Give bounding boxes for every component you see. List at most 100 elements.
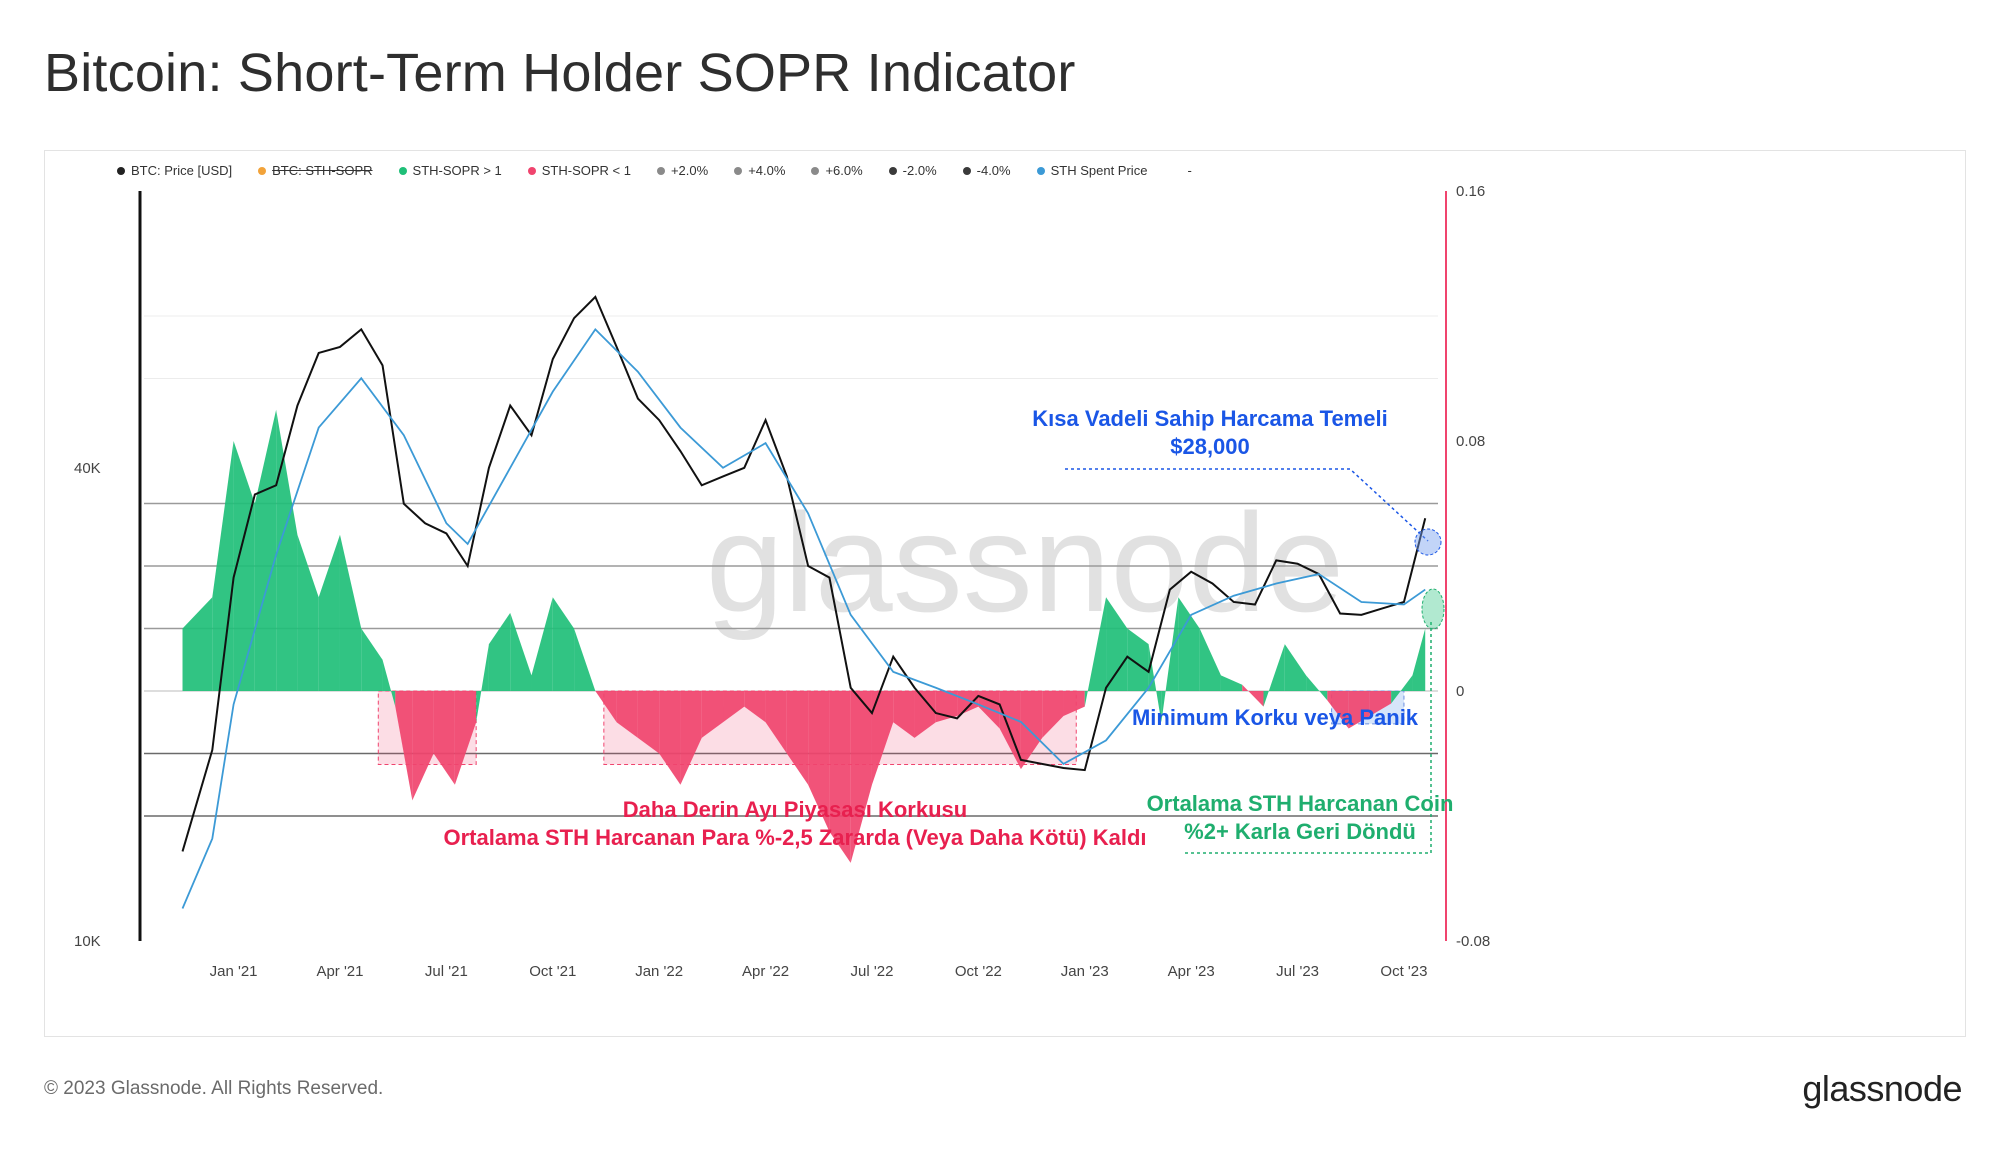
legend-item[interactable]: +2.0% — [656, 163, 709, 178]
sopr-positive-area — [1412, 628, 1426, 691]
sopr-positive-area — [233, 441, 255, 691]
sopr-positive-area — [182, 597, 213, 691]
cost-basis-marker — [1414, 528, 1442, 556]
legend-dot-icon — [258, 166, 267, 175]
sopr-positive-area — [1161, 597, 1179, 723]
y-right-tick-label: 0.08 — [1456, 433, 1485, 450]
legend-dot-icon — [1173, 166, 1182, 175]
legend-item[interactable]: BTC: Price [USD] — [117, 163, 232, 178]
sopr-positive-area — [552, 597, 575, 691]
legend-label: -2.0% — [902, 163, 937, 178]
y-right-tick-label: 0 — [1456, 683, 1464, 700]
legend-item[interactable]: +6.0% — [811, 163, 863, 178]
sopr-positive-area — [476, 644, 489, 723]
legend-dot-icon — [398, 166, 407, 175]
x-tick-label: Jan '21 — [210, 963, 258, 980]
legend-dot-icon — [734, 166, 743, 175]
sopr-negative-area — [829, 691, 851, 863]
sopr-negative-area — [893, 691, 915, 738]
sopr-negative-area — [395, 691, 413, 801]
x-tick-label: Jul '21 — [425, 963, 468, 980]
sopr-negative-area — [1020, 691, 1043, 770]
sopr-positive-area — [276, 409, 298, 691]
legend-item[interactable]: BTC: STH-SOPR — [258, 163, 373, 178]
chart-canvas: glassnode 40K 10K 0.16 0.08 0 -0.08 Jan '21 Apr… — [74, 183, 1490, 980]
legend-item[interactable]: STH-SOPR < 1 — [527, 163, 631, 178]
sopr-positive-area — [574, 628, 596, 691]
legend-item[interactable]: - — [1173, 163, 1192, 178]
sopr-positive-area — [1084, 597, 1107, 707]
x-tick-label: Apr '21 — [316, 963, 363, 980]
sopr-positive-area — [1263, 644, 1285, 707]
sopr-positive-area — [1178, 597, 1200, 691]
legend-label: BTC: STH-SOPR — [272, 163, 373, 178]
y-left-tick-label: 40K — [74, 460, 101, 477]
legend-dot-icon — [962, 166, 971, 175]
x-tick-label: Jan '23 — [1061, 963, 1109, 980]
legend-label: STH Spent Price — [1050, 163, 1148, 178]
price-line — [181, 295, 1427, 852]
sopr-positive-area — [1391, 675, 1413, 704]
legend-item[interactable]: STH Spent Price — [1036, 163, 1148, 178]
sopr-negative-area — [433, 691, 455, 785]
x-tick-label: Jan '22 — [635, 963, 683, 980]
sopr-positive-area — [254, 409, 277, 691]
annotation-bear-fear-detail: Ortalama STH Harcanan Para %-2,5 Zararda… — [443, 825, 1146, 850]
legend-dot-icon — [1036, 166, 1045, 175]
legend-dot-icon — [527, 166, 536, 175]
sopr-negative-area — [808, 691, 830, 832]
brand-logo: glassnode — [1802, 1068, 1962, 1109]
x-tick-label: Oct '21 — [529, 963, 576, 980]
x-tick-label: Oct '23 — [1380, 963, 1427, 980]
sopr-negative-area — [1042, 691, 1064, 738]
annotation-bear-fear: Daha Derin Ayı Piyasası Korkusu — [623, 797, 967, 822]
x-tick-label: Jul '23 — [1276, 963, 1319, 980]
sopr-negative-area — [786, 691, 809, 785]
sopr-positive-area — [1199, 628, 1221, 691]
legend-label: +6.0% — [825, 163, 863, 178]
profit-marker — [1421, 588, 1445, 630]
profit-pointer — [1185, 621, 1432, 854]
x-tick-label: Apr '22 — [742, 963, 789, 980]
y-right-tick-label: -0.08 — [1456, 933, 1490, 950]
sopr-negative-area — [1063, 691, 1085, 716]
sopr-negative-area — [1242, 684, 1264, 707]
sopr-negative-area — [850, 691, 872, 863]
sopr-positive-area — [361, 628, 383, 691]
legend-item[interactable]: +4.0% — [734, 163, 785, 178]
sopr-positive-area — [1284, 644, 1307, 691]
sopr-positive-area — [531, 597, 553, 691]
annotation-cost-value: $28,000 — [1170, 434, 1250, 459]
legend-dot-icon — [888, 166, 897, 175]
chart-legend: BTC: Price [USD] BTC: STH-SOPR STH-SOPR > … — [117, 163, 1192, 178]
y-right-tick-label: 0.16 — [1456, 183, 1485, 200]
sopr-positive-area — [318, 534, 340, 691]
sopr-positive-area — [488, 612, 511, 691]
sopr-positive-area — [382, 659, 396, 707]
sopr-negative-area — [1327, 691, 1349, 729]
x-tick-label: Oct '22 — [955, 963, 1002, 980]
legend-label: +4.0% — [748, 163, 786, 178]
sopr-positive-area — [510, 612, 532, 691]
legend-dot-icon — [117, 166, 125, 175]
sopr-negative-area — [914, 691, 936, 738]
sopr-negative-area — [1348, 691, 1370, 729]
sth-spent-price-line — [181, 328, 1426, 909]
sopr-negative-area — [616, 691, 638, 738]
legend-item[interactable]: -2.0% — [888, 163, 937, 178]
x-tick-label: Jul '22 — [851, 963, 894, 980]
sopr-positive-area — [1127, 628, 1149, 691]
legend-dot-icon — [811, 166, 820, 175]
copyright-footer: © 2023 Glassnode. All Rights Reserved. — [44, 1078, 384, 1099]
legend-label: +2.0% — [670, 163, 709, 178]
sopr-negative-area — [1369, 691, 1392, 716]
annotation-min-fear: Minimum Korku veya Panik — [1132, 705, 1419, 730]
annotation-profit-return: Ortalama STH Harcanan Coin — [1147, 791, 1454, 816]
legend-item[interactable]: STH-SOPR > 1 — [398, 163, 502, 178]
sopr-negative-area — [659, 691, 681, 785]
sopr-negative-area — [723, 691, 745, 723]
sopr-negative-area — [701, 691, 724, 738]
legend-item[interactable]: -4.0% — [962, 163, 1011, 178]
y-left-tick-label: 10K — [74, 933, 101, 950]
sopr-negative-area — [637, 691, 660, 754]
